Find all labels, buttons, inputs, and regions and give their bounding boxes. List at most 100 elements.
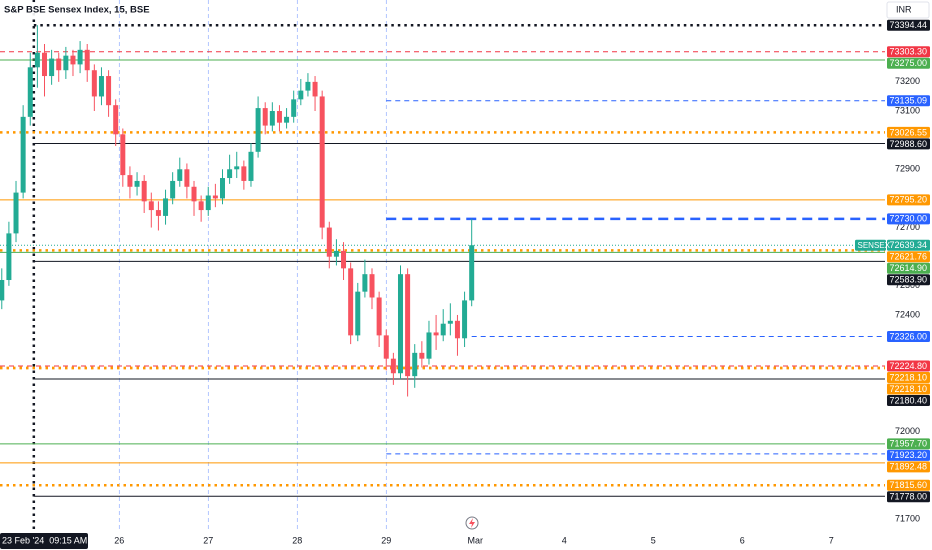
- candle-body: [234, 166, 240, 170]
- price-label-bg: [887, 491, 930, 503]
- price-label: 73026.55: [890, 127, 928, 137]
- candle-body: [447, 320, 453, 324]
- y-tick-label: 72400: [895, 309, 920, 319]
- candle-body: [49, 58, 55, 77]
- candle-body: [390, 358, 396, 374]
- price-label: 72224.80: [890, 361, 928, 371]
- day-separators: [32, 0, 387, 550]
- price-label-bg: [887, 360, 930, 372]
- candle-body: [127, 175, 133, 187]
- candle-body: [41, 52, 47, 77]
- candle-body: [155, 210, 161, 216]
- x-tick-label: 29: [381, 535, 391, 545]
- candle-body: [34, 52, 40, 68]
- x-tick-label: 26: [114, 535, 124, 545]
- price-label: 72326.00: [890, 331, 928, 341]
- price-label-bg: [887, 262, 930, 274]
- candle-body: [70, 55, 76, 65]
- price-label: 72730.00: [890, 214, 928, 224]
- price-label: 72614.90: [890, 263, 928, 273]
- price-label-bg: [887, 95, 930, 107]
- candle-body: [198, 201, 204, 211]
- price-label-bg: [887, 479, 930, 491]
- candle-body: [205, 195, 211, 211]
- price-label: 71923.20: [890, 450, 928, 460]
- crosshair-label: 23 Feb '24 09:15 AM: [2, 535, 87, 545]
- candle-body: [241, 166, 247, 181]
- candle-body: [397, 274, 403, 374]
- price-label: 71778.00: [890, 492, 928, 502]
- candle-body: [148, 201, 154, 211]
- title-bg: [0, 2, 112, 18]
- price-label: 73303.30: [890, 47, 928, 57]
- price-label-bg: [887, 383, 930, 395]
- chart-title: S&P BSE Sensex Index, 15, BSE: [4, 5, 150, 16]
- candle-body: [27, 67, 33, 117]
- candle-body: [177, 169, 183, 181]
- price-label: 73135.09: [890, 96, 928, 106]
- candle-body: [462, 300, 468, 339]
- price-label-bg: [887, 138, 930, 150]
- candle-body: [333, 250, 339, 257]
- candle-body: [98, 76, 104, 97]
- price-label-bg: [887, 461, 930, 473]
- candle-body: [419, 352, 425, 359]
- candle-body: [212, 195, 218, 199]
- price-label: 71892.48: [890, 462, 928, 472]
- price-label: 72639.34: [890, 240, 928, 250]
- candle-body: [369, 274, 375, 298]
- candle-body: [184, 169, 190, 187]
- price-label: 71815.60: [890, 480, 928, 490]
- candle-body: [120, 134, 126, 176]
- x-tick-label: 5: [651, 535, 656, 545]
- candle-body: [63, 55, 69, 71]
- x-tick-label: 28: [292, 535, 302, 545]
- price-label-bg: [887, 395, 930, 407]
- x-tick-label: 27: [203, 535, 213, 545]
- candle-body: [326, 227, 332, 257]
- candle-body: [91, 70, 97, 97]
- price-label-bg: [887, 274, 930, 286]
- axes: 26272829Mar45677320073100729007270072500…: [0, 19, 930, 549]
- price-label: 72583.90: [890, 275, 928, 285]
- price-label: 71957.70: [890, 439, 928, 449]
- candle-body: [319, 96, 325, 228]
- candle-body: [440, 323, 446, 336]
- price-label-bg: [887, 213, 930, 225]
- candle-body: [56, 58, 62, 71]
- currency-box[interactable]: [886, 1, 930, 19]
- candle-body: [362, 274, 368, 292]
- price-label: 73275.00: [890, 58, 928, 68]
- flash-icon[interactable]: [465, 516, 479, 530]
- candle-body: [141, 180, 147, 202]
- y-tick-label: 73200: [895, 76, 920, 86]
- candle-body: [355, 291, 361, 336]
- price-label-bg: [887, 372, 930, 384]
- candle-body: [77, 49, 83, 65]
- candles: [0, 25, 475, 397]
- candle-body: [469, 245, 475, 301]
- candle-body: [405, 274, 411, 377]
- y-tick-label: 71700: [895, 513, 920, 523]
- price-label: 72988.60: [890, 139, 928, 149]
- candle-body: [219, 178, 225, 199]
- candle-body: [106, 76, 112, 106]
- candle-body: [6, 233, 12, 281]
- candle-body: [269, 111, 275, 126]
- candle-body: [348, 268, 354, 336]
- price-label: 72621.76: [890, 252, 928, 262]
- price-label-bg: [887, 46, 930, 58]
- levels: [0, 23, 885, 497]
- candle-body: [262, 108, 268, 126]
- candle-body: [113, 105, 119, 135]
- candle-body: [13, 192, 19, 234]
- price-label-bg: [887, 239, 930, 251]
- candle-body: [426, 332, 432, 359]
- price-label: 72180.40: [890, 395, 928, 405]
- crosshair-label-bg: [0, 533, 88, 549]
- candle-body: [341, 250, 347, 269]
- price-label-bg: [887, 438, 930, 450]
- x-tick-label: 6: [740, 535, 745, 545]
